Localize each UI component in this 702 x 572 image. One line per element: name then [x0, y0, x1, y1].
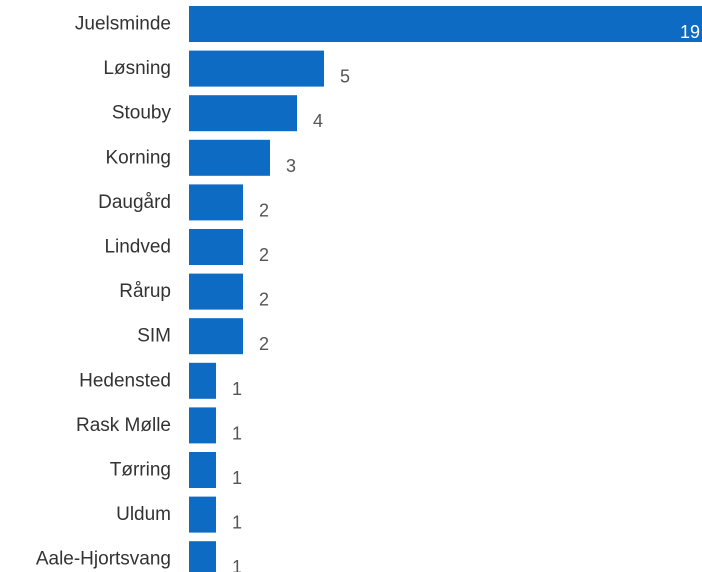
- category-label: SIM: [137, 326, 171, 347]
- value-label: 1: [232, 513, 242, 533]
- category-labels: Juelsminde Løsning Stouby Korning Daugård Lin…: [36, 14, 172, 570]
- category-label: Korning: [106, 147, 172, 168]
- value-label: 2: [259, 245, 269, 265]
- category-label: Stouby: [112, 103, 172, 124]
- bar-korning: [189, 139, 270, 176]
- value-label: 2: [259, 200, 269, 220]
- value-label: 1: [232, 557, 242, 572]
- category-label: Løsning: [103, 58, 171, 79]
- bar-uldum: [189, 496, 216, 533]
- category-label: Lindved: [104, 237, 171, 258]
- bar-rask-mølle: [189, 407, 216, 444]
- value-label: 3: [286, 156, 296, 176]
- value-label: 2: [259, 290, 269, 310]
- value-label: 5: [340, 67, 350, 87]
- value-label: 1: [232, 468, 242, 488]
- category-label: Rask Mølle: [76, 415, 171, 436]
- value-label: 4: [313, 111, 323, 131]
- value-labels: 19 5 4 3 2 2 2 2 1 1 1 1 1: [232, 22, 700, 572]
- bar-sim: [189, 318, 243, 355]
- category-label: Hedensted: [79, 370, 171, 391]
- bars-layer: [189, 6, 702, 572]
- bar-rårup: [189, 273, 243, 310]
- bar-aale-hjortsvang: [189, 541, 216, 572]
- category-label: Rårup: [119, 281, 171, 302]
- bar-daugård: [189, 184, 243, 221]
- category-label: Tørring: [110, 460, 171, 481]
- bar-juelsminde: [189, 6, 702, 42]
- value-label: 2: [259, 334, 269, 354]
- bar-løsning: [189, 50, 324, 87]
- category-label: Daugård: [98, 192, 171, 213]
- bar-tørring: [189, 452, 216, 488]
- value-label: 1: [232, 379, 242, 399]
- value-label: 19: [680, 22, 700, 42]
- category-label: Juelsminde: [75, 14, 171, 35]
- value-label: 1: [232, 423, 242, 443]
- category-label: Aale-Hjortsvang: [36, 549, 171, 570]
- bar-stouby: [189, 95, 297, 132]
- bar-lindved: [189, 229, 243, 265]
- category-label: Uldum: [116, 504, 171, 525]
- bar-hedensted: [189, 362, 216, 399]
